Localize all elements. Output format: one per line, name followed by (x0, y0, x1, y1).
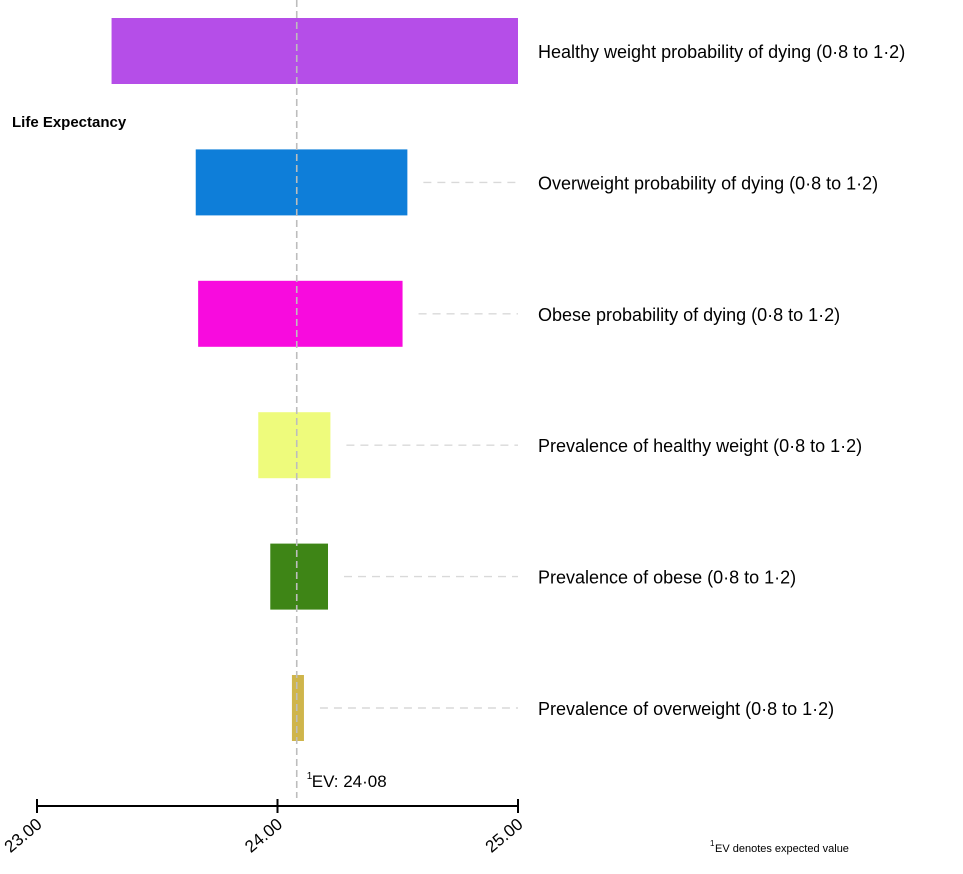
bar (195, 149, 408, 216)
bar (111, 18, 519, 84)
ev-label: EV: 24·08 (312, 772, 387, 791)
bars-layer (111, 18, 519, 741)
x-tick-label: 23.00 (1, 815, 46, 857)
bar (291, 675, 304, 741)
x-axis: 23.00 24.00 25.00 (1, 799, 527, 856)
x-tick-label: 24.00 (241, 815, 286, 857)
guides-layer (319, 181, 518, 709)
bar (270, 543, 329, 610)
panel-label: Life Expectancy (12, 114, 127, 131)
bar-label: Healthy weight probability of dying (0·8… (538, 42, 905, 62)
bar-label: Prevalence of healthy weight (0·8 to 1·2… (538, 436, 862, 456)
bar (198, 280, 403, 347)
x-tick-label: 25.00 (482, 815, 527, 857)
bar-label: Overweight probability of dying (0·8 to … (538, 173, 878, 193)
bar-label: Prevalence of obese (0·8 to 1·2) (538, 568, 796, 588)
bar-label: Prevalence of overweight (0·8 to 1·2) (538, 699, 834, 719)
bar-label: Obese probability of dying (0·8 to 1·2) (538, 305, 840, 325)
footnote: 1 EV denotes expected value (710, 839, 849, 855)
footnote-superscript: 1 (710, 839, 715, 848)
footnote-text: EV denotes expected value (715, 843, 849, 855)
ev-superscript: 1 (307, 771, 313, 782)
bar (258, 412, 331, 479)
bar-labels: Healthy weight probability of dying (0·8… (538, 42, 905, 719)
ev-annotation: 1 EV: 24·08 (307, 771, 387, 791)
